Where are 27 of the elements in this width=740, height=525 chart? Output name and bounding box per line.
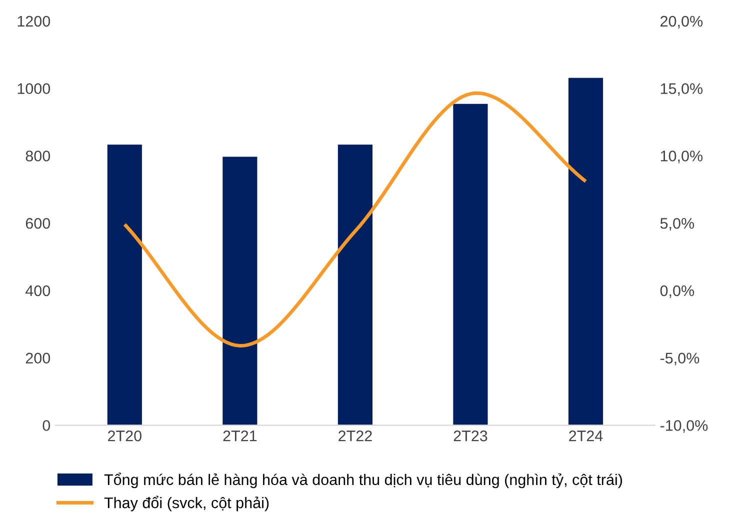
- legend-label: Tổng mức bán lẻ hàng hóa và doanh thu dịch vụ tiêu dùng (nghìn tỷ, cột trái): [104, 472, 622, 488]
- y2-tick-label: 10,0%: [660, 150, 703, 164]
- y-tick-label: 800: [26, 150, 50, 162]
- y2-tick-label: 0,0%: [660, 285, 694, 298]
- bar: [222, 156, 258, 426]
- bar: [338, 144, 372, 426]
- y2-tick-label: -10,0%: [660, 420, 708, 433]
- bar: [107, 144, 142, 426]
- y-tick-label: 0: [42, 420, 50, 431]
- x-tick-label: 2T23: [454, 430, 488, 442]
- bar: [568, 78, 604, 426]
- x-tick-label: 2T21: [223, 430, 257, 442]
- y-tick-label: 1000: [18, 83, 50, 94]
- y-tick-label: 200: [26, 352, 50, 364]
- bar: [453, 104, 488, 426]
- y2-tick-label: 20,0%: [660, 16, 703, 28]
- x-tick-label: 2T22: [338, 430, 372, 442]
- y2-tick-label: 15,0%: [660, 83, 703, 96]
- y-tick-label: 400: [26, 285, 50, 296]
- y2-tick-label: -5,0%: [660, 352, 700, 366]
- x-tick-label: 2T20: [108, 430, 142, 442]
- y-tick-label: 600: [26, 218, 50, 229]
- legend-label: Thay đổi (svck, cột phải): [104, 496, 269, 512]
- line-series: [122, 92, 588, 348]
- y2-tick-label: 5,0%: [660, 218, 694, 231]
- x-tick-label: 2T24: [569, 430, 603, 442]
- y-tick-label: 1200: [18, 16, 50, 27]
